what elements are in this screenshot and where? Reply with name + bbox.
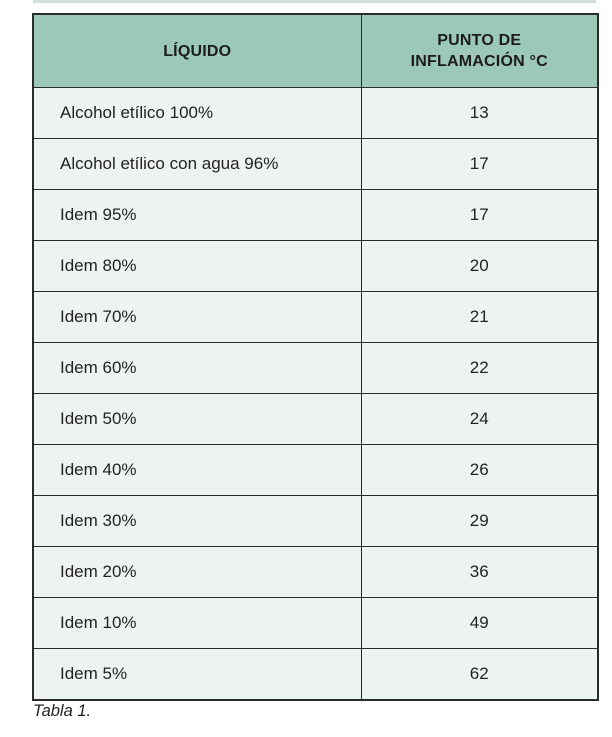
table-row: Idem 30% 29 xyxy=(32,495,599,547)
column-header-liquido-label: LÍQUIDO xyxy=(163,42,232,60)
punto-cell: 62 xyxy=(360,648,599,701)
liquido-cell: Idem 30% xyxy=(32,495,362,547)
liquido-cell: Idem 20% xyxy=(32,546,362,598)
table-caption: Tabla 1. xyxy=(33,702,92,720)
liquido-cell: Idem 40% xyxy=(32,444,362,496)
punto-cell: 20 xyxy=(360,240,599,292)
punto-cell: 13 xyxy=(360,87,599,139)
liquido-cell: Alcohol etílico con agua 96% xyxy=(32,138,362,190)
table-row: Idem 20% 36 xyxy=(32,546,599,598)
liquido-cell: Idem 50% xyxy=(32,393,362,445)
table-row: Idem 5% 62 xyxy=(32,648,599,701)
column-header-liquido: LÍQUIDO xyxy=(32,13,362,88)
flash-point-table-container: LÍQUIDO PUNTO DE INFLAMACIÓN °C Alcohol … xyxy=(32,13,599,701)
punto-cell: 24 xyxy=(360,393,599,445)
table-row: Idem 40% 26 xyxy=(32,444,599,496)
table-row: Idem 70% 21 xyxy=(32,291,599,343)
punto-cell: 36 xyxy=(360,546,599,598)
column-header-punto-line1: PUNTO DE xyxy=(437,32,522,49)
liquido-cell: Idem 5% xyxy=(32,648,362,701)
table-row: Alcohol etílico 100% 13 xyxy=(32,87,599,139)
table-row: Idem 60% 22 xyxy=(32,342,599,394)
table-row: Idem 10% 49 xyxy=(32,597,599,649)
table-row: Idem 95% 17 xyxy=(32,189,599,241)
liquido-cell: Alcohol etílico 100% xyxy=(32,87,362,139)
liquido-cell: Idem 60% xyxy=(32,342,362,394)
column-header-punto-inflamacion: PUNTO DE INFLAMACIÓN °C xyxy=(360,13,599,88)
punto-cell: 17 xyxy=(360,138,599,190)
liquido-cell: Idem 10% xyxy=(32,597,362,649)
liquido-cell: Idem 80% xyxy=(32,240,362,292)
table-row: Idem 50% 24 xyxy=(32,393,599,445)
header-row: LÍQUIDO PUNTO DE INFLAMACIÓN °C xyxy=(32,13,599,88)
table-row: Idem 80% 20 xyxy=(32,240,599,292)
punto-cell: 29 xyxy=(360,495,599,547)
column-header-punto-line2: INFLAMACIÓN °C xyxy=(410,53,548,70)
flash-point-table: LÍQUIDO PUNTO DE INFLAMACIÓN °C Alcohol … xyxy=(32,13,599,701)
punto-cell: 22 xyxy=(360,342,599,394)
punto-cell: 26 xyxy=(360,444,599,496)
punto-cell: 17 xyxy=(360,189,599,241)
table-row: Alcohol etílico con agua 96% 17 xyxy=(32,138,599,190)
liquido-cell: Idem 95% xyxy=(32,189,362,241)
liquido-cell: Idem 70% xyxy=(32,291,362,343)
punto-cell: 49 xyxy=(360,597,599,649)
punto-cell: 21 xyxy=(360,291,599,343)
top-edge-strip xyxy=(33,0,596,3)
